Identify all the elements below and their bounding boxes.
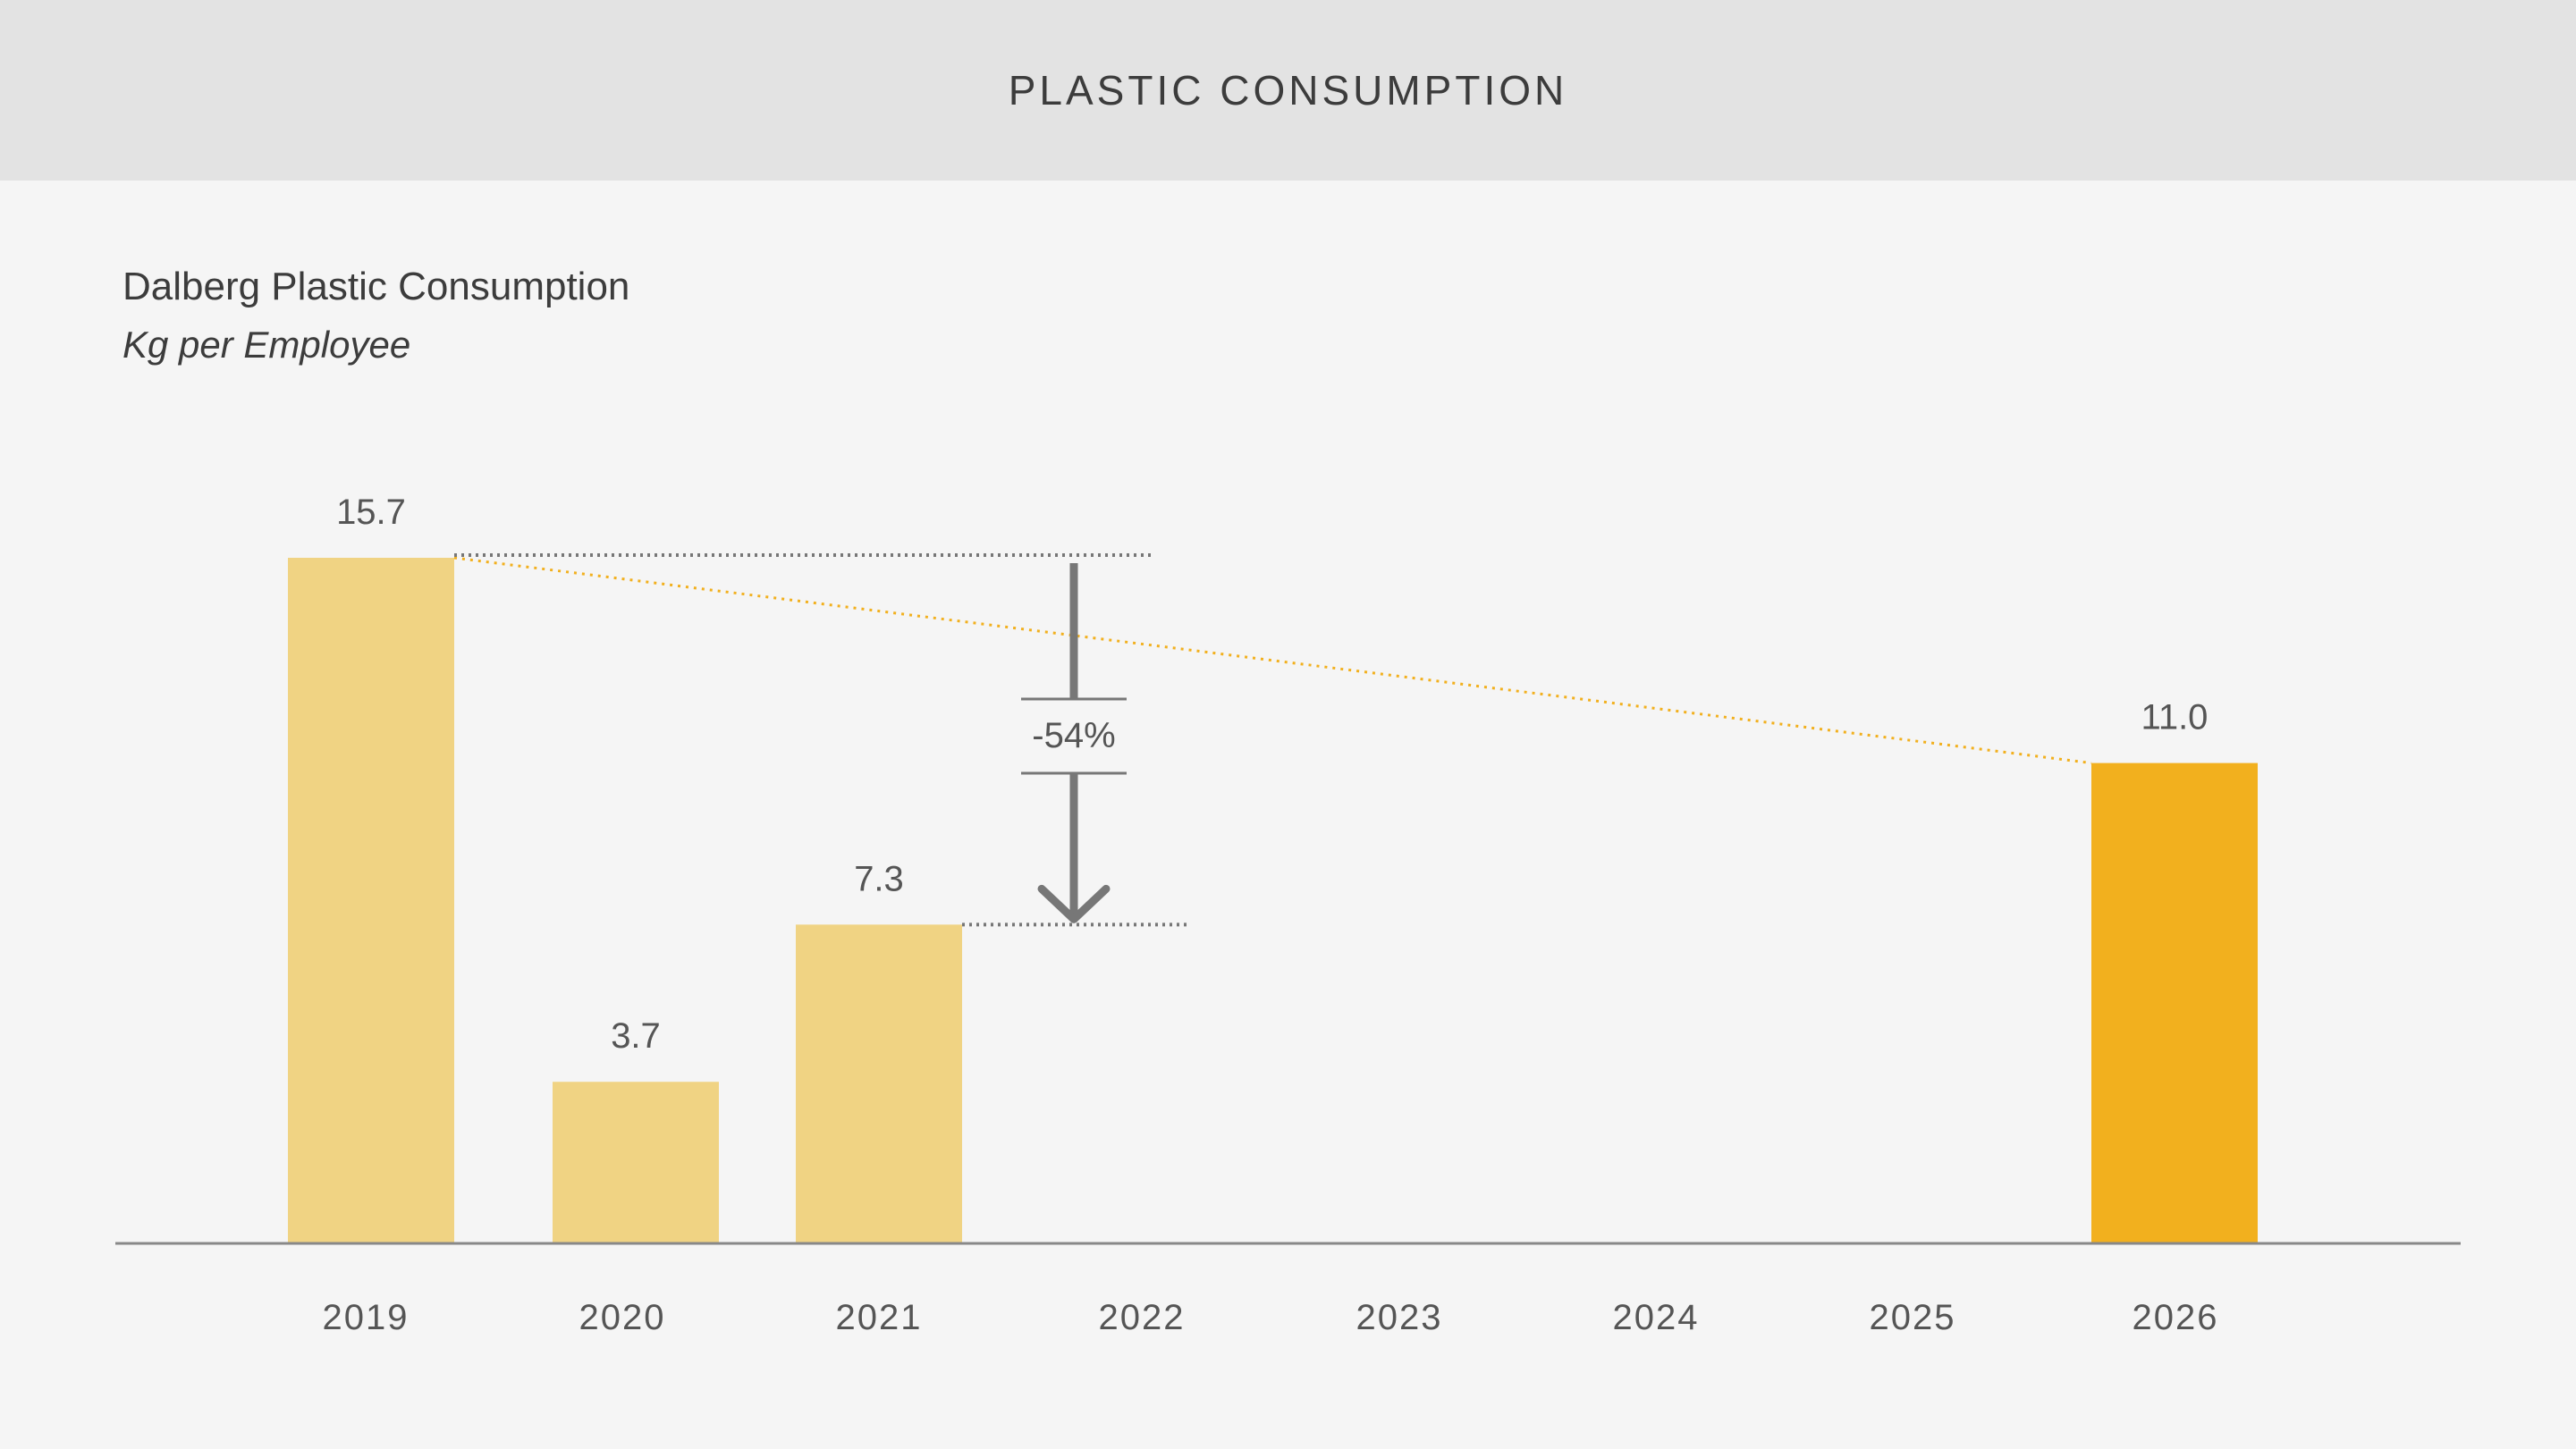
reduction-arrow — [1021, 563, 1127, 923]
value-label-2021: 7.3 — [854, 859, 904, 898]
reference-lines-layer — [453, 553, 2092, 927]
x-tick-label-2019: 2019 — [323, 1298, 410, 1337]
page-title: PLASTIC CONSUMPTION — [1008, 67, 1568, 114]
bar-2019 — [288, 558, 454, 1243]
x-tick-label-2024: 2024 — [1613, 1298, 1700, 1337]
value-label-2020: 3.7 — [611, 1016, 661, 1056]
bar-2021 — [796, 924, 962, 1243]
x-tick-label-2025: 2025 — [1870, 1298, 1956, 1337]
x-tick-label-2026: 2026 — [2133, 1298, 2219, 1337]
trend-line — [453, 556, 2092, 765]
arrow-head — [1037, 884, 1111, 923]
x-tick-label-2022: 2022 — [1099, 1298, 1186, 1337]
bar-2026 — [2091, 762, 2258, 1243]
header-bar: PLASTIC CONSUMPTION — [0, 0, 2576, 181]
reduction-percent-label: -54% — [1032, 716, 1115, 755]
x-tick-label-2021: 2021 — [836, 1298, 923, 1337]
bar-2020 — [553, 1082, 719, 1243]
chart-subtitle: Kg per Employee — [122, 324, 411, 366]
value-label-2019: 15.7 — [336, 493, 406, 532]
x-tick-label-2023: 2023 — [1356, 1298, 1443, 1337]
x-tick-label-2020: 2020 — [579, 1298, 666, 1337]
bars-layer — [288, 558, 2258, 1243]
chart-title: Dalberg Plastic Consumption — [122, 265, 630, 308]
value-label-2026: 11.0 — [2141, 698, 2209, 737]
labels-layer: 2019 15.7 2020 3.7 2021 7.3 2022 2023 2024 2025 20… — [323, 493, 2219, 1337]
